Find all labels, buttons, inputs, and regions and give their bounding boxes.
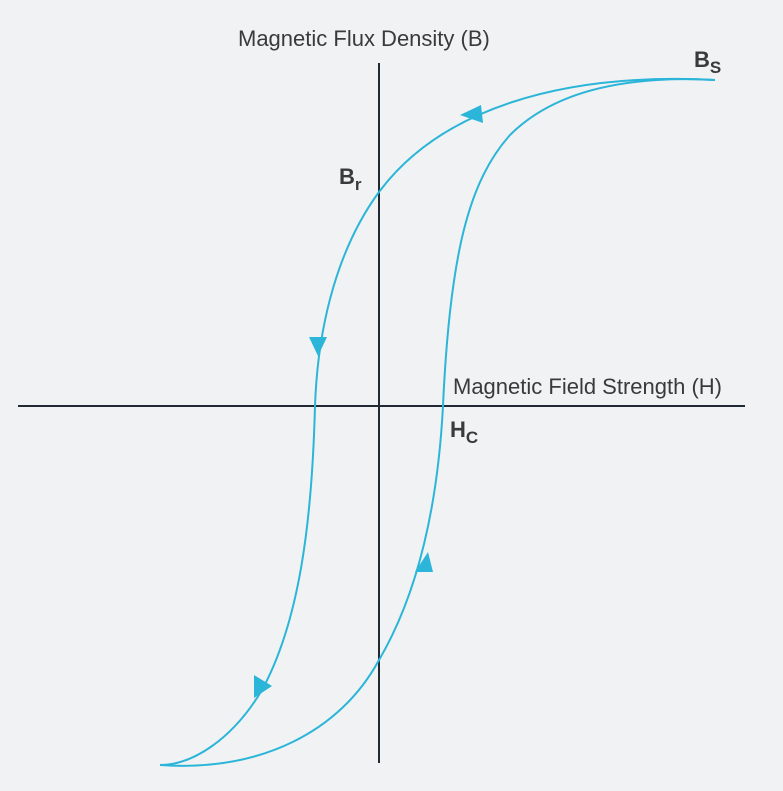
subscript: C (466, 428, 478, 447)
arrow (254, 675, 272, 698)
symbol: B (694, 47, 710, 72)
arrow (415, 552, 433, 572)
saturation-label: BS (694, 47, 721, 77)
upper-branch (159, 77, 716, 766)
lower-branch (159, 78, 716, 767)
symbol: B (339, 164, 355, 189)
remanence-label: Br (339, 164, 362, 194)
subscript: r (355, 175, 362, 194)
coercivity-label: HC (450, 417, 478, 447)
y-axis-label: Magnetic Flux Density (B) (238, 26, 490, 51)
arrow (460, 105, 483, 123)
arrow (309, 337, 327, 356)
x-axis-label: Magnetic Field Strength (H) (453, 374, 722, 399)
symbol: H (450, 417, 466, 442)
subscript: S (710, 58, 721, 77)
